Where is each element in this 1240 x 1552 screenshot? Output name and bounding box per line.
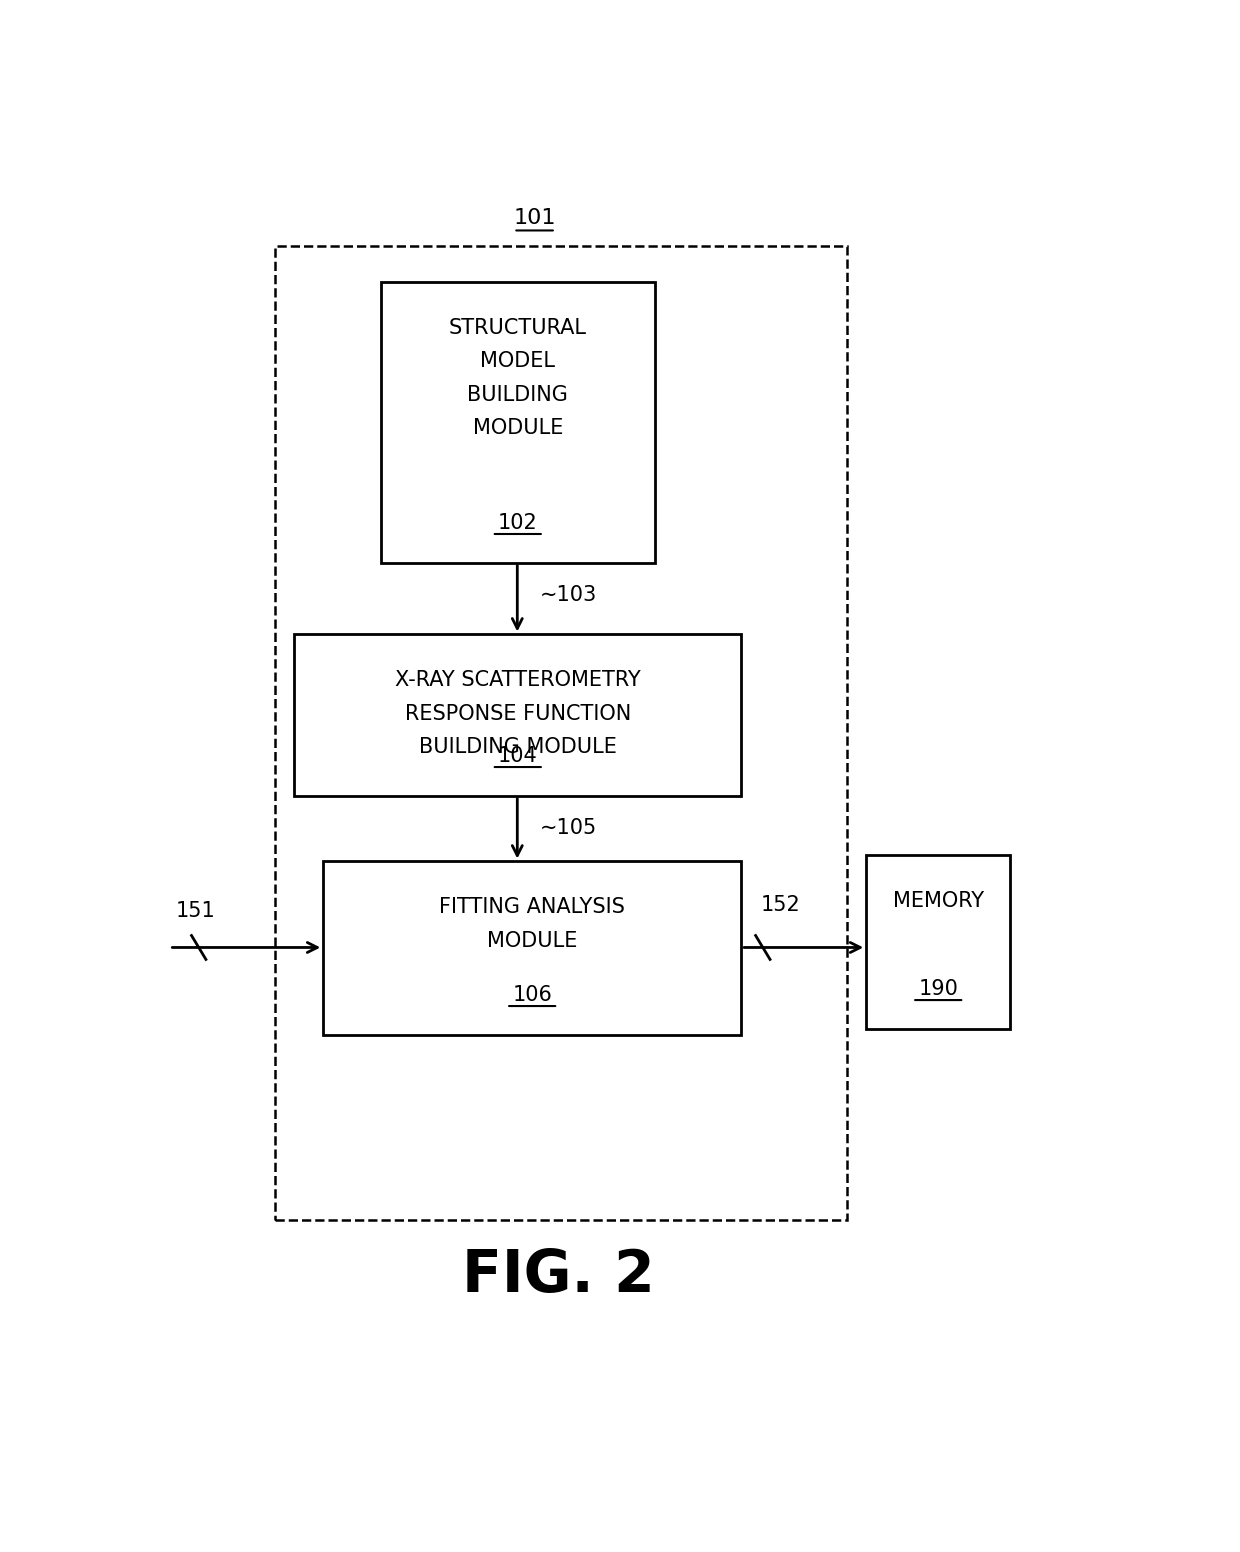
Text: MODULE: MODULE: [472, 417, 563, 438]
Text: 152: 152: [760, 896, 800, 916]
Text: 102: 102: [498, 512, 538, 532]
Text: ∼105: ∼105: [539, 818, 596, 838]
Text: STRUCTURAL: STRUCTURAL: [449, 318, 587, 338]
Text: MODEL: MODEL: [480, 351, 556, 371]
Text: 104: 104: [498, 747, 538, 765]
Text: ∼103: ∼103: [539, 585, 596, 605]
Text: BUILDING: BUILDING: [467, 385, 568, 405]
Text: 151: 151: [176, 902, 216, 922]
Text: BUILDING MODULE: BUILDING MODULE: [419, 737, 616, 757]
Text: X-RAY SCATTEROMETRY: X-RAY SCATTEROMETRY: [394, 670, 641, 691]
Text: FIG. 2: FIG. 2: [463, 1246, 655, 1304]
Text: MODULE: MODULE: [487, 931, 578, 951]
Bar: [275, 247, 847, 1220]
Text: FITTING ANALYSIS: FITTING ANALYSIS: [439, 897, 625, 917]
Text: 190: 190: [919, 979, 959, 999]
Bar: [866, 855, 1011, 1029]
Bar: [324, 861, 742, 1035]
Text: 106: 106: [512, 986, 552, 1004]
Text: 101: 101: [513, 208, 556, 228]
Text: RESPONSE FUNCTION: RESPONSE FUNCTION: [404, 703, 631, 723]
Bar: [294, 635, 742, 796]
Text: MEMORY: MEMORY: [893, 891, 983, 911]
Bar: [381, 282, 655, 563]
